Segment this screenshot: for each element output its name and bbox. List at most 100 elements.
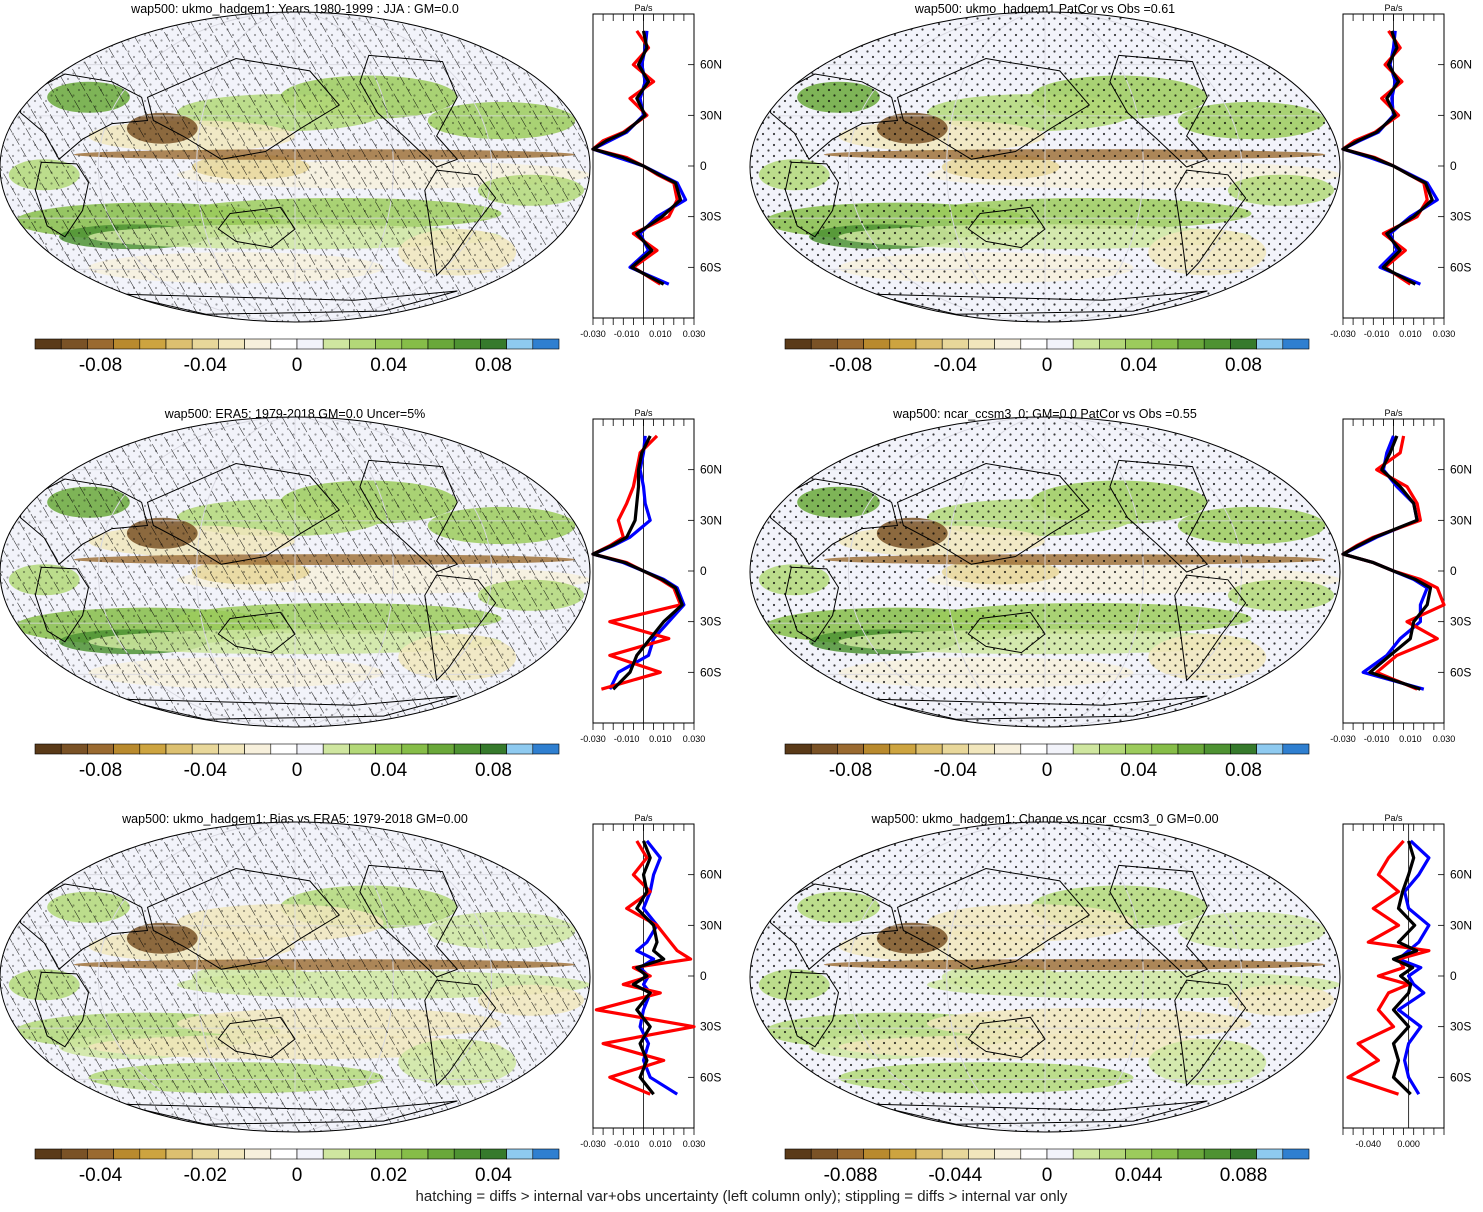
zonal-mean-profile: Pa/s -0.030 -0.010 0.010 0.030 60N 30N 0 30S 60S [580,813,722,1149]
colorbar-swatch [1203,338,1231,350]
colorbar-label: 0 [1042,760,1053,781]
colorbar-swatch [1256,338,1284,350]
colorbar-swatch [863,1148,891,1160]
colorbar-label: 0.04 [370,355,407,376]
colorbar-swatch [165,1148,193,1160]
colorbar: -0.08 -0.04 0 0.04 0.08 [34,338,560,376]
colorbar-swatch [1203,1148,1231,1160]
profile-y-tick-label: 0 [700,969,707,983]
colorbar-swatch [1256,1148,1284,1160]
profile-y-tick-label: 0 [1450,159,1457,173]
panel-title: wap500: ukmo_hadgem1: Bias vs ERA5: 1979… [121,812,468,826]
colorbar-swatch [113,1148,141,1160]
panel-title: wap500: ncar_ccsm3_0: GM=0.0 PatCor vs O… [892,407,1197,421]
colorbar-swatch [889,743,917,755]
profile-unit-label: Pa/s [634,408,653,418]
colorbar-swatch [1256,743,1284,755]
panel-4: wap500: ncar_ccsm3_0: GM=0.0 PatCor vs O… [749,407,1472,781]
panel-1: wap500: ukmo_hadgem1: Years 1980-1999 : … [0,2,722,376]
colorbar-label: -0.08 [829,355,872,376]
colorbar: -0.04 -0.02 0 0.02 0.04 [34,1148,560,1186]
map-border [749,821,1341,1133]
profile-y-tick-label: 60S [1450,1070,1471,1084]
robinson-map [749,11,1341,323]
profile-series-line [1396,839,1431,1096]
colorbar: -0.08 -0.04 0 0.04 0.08 [34,743,560,781]
colorbar-swatch [322,1148,350,1160]
colorbar-swatch [810,338,838,350]
colorbar-swatch [1099,338,1126,350]
colorbar-label: -0.08 [79,355,122,376]
colorbar-swatch [1072,743,1100,755]
colorbar-label: 0.02 [370,1165,407,1186]
colorbar-swatch [296,1148,324,1160]
colorbar-swatch [87,338,114,350]
profile-series-line [594,840,696,1096]
colorbar-swatch [941,743,969,755]
colorbar-swatch [994,743,1022,755]
colorbar-swatch [165,743,193,755]
profile-y-tick-label: 60S [700,260,721,274]
colorbar-swatch [401,1148,429,1160]
profile-y-tick-label: 60S [700,1070,721,1084]
colorbar-swatch [837,1148,864,1160]
profile-y-tick-label: 30S [700,210,721,224]
profile-y-tick-label: 60N [1450,58,1472,72]
colorbar-label: 0.04 [370,760,407,781]
colorbar-swatch [113,743,141,755]
colorbar-swatch [968,743,995,755]
colorbar-label: -0.044 [928,1165,982,1186]
profile-y-tick-label: 60N [700,868,722,882]
stippling-overlay [0,822,590,1132]
colorbar-swatch [375,338,403,350]
colorbar-swatch [1046,1148,1074,1160]
colorbar-label: -0.04 [934,355,978,376]
colorbar-swatch [349,1148,376,1160]
colorbar-swatch [889,1148,917,1160]
colorbar-swatch [427,1148,455,1160]
colorbar-swatch [1177,338,1205,350]
colorbar-label: 0.04 [1120,760,1157,781]
panel-3: wap500: ERA5: 1979-2018 GM=0.0 Uncer=5% -… [0,407,722,781]
colorbar-swatch [915,1148,943,1160]
profile-x-tick-label: 0.010 [649,734,672,744]
colorbar-swatch [34,1148,62,1160]
profile-y-tick-label: 30S [1450,210,1471,224]
colorbar-swatch [322,338,350,350]
colorbar-swatch [480,338,507,350]
profile-y-tick-label: 60N [1450,463,1472,477]
colorbar-label: 0.08 [475,355,512,376]
stippling-overlay [0,417,590,727]
profile-series-line [1391,840,1419,1096]
profile-x-tick-label: 0.000 [1397,1139,1420,1149]
profile-y-tick-label: 30S [1450,615,1471,629]
colorbar-swatch [296,338,324,350]
profile-y-tick-label: 0 [1450,564,1457,578]
colorbar-swatch [810,743,838,755]
colorbar-label: 0.04 [1120,355,1157,376]
colorbar-label: 0 [292,1165,303,1186]
profile-frame [1342,823,1445,1129]
colorbar-label: 0.08 [475,760,512,781]
profile-series-line [591,30,683,286]
colorbar-label: -0.04 [184,760,228,781]
colorbar-label: -0.02 [184,1165,227,1186]
colorbar-swatch [270,1148,298,1160]
colorbar-swatch [480,1148,507,1160]
colorbar-swatch [837,338,864,350]
profile-y-tick-label: 30N [1450,918,1472,932]
colorbar-swatch [191,338,219,350]
colorbar-swatch [1099,743,1126,755]
colorbar-swatch [87,743,114,755]
map-border [0,821,591,1133]
colorbar-swatch [453,743,481,755]
profile-y-tick-label: 30N [1450,108,1472,122]
colorbar-swatch [139,743,167,755]
panel-2: wap500: ukmo_hadgem1 PatCor vs Obs =0.61… [749,2,1472,376]
profile-series-line [1341,435,1433,691]
profile-x-tick-label: 0.010 [649,1139,672,1149]
stippling-overlay [0,12,590,322]
panel-title: wap500: ukmo_hadgem1: Years 1980-1999 : … [130,2,459,16]
colorbar-swatch [1230,1148,1257,1160]
colorbar-swatch [1177,1148,1205,1160]
